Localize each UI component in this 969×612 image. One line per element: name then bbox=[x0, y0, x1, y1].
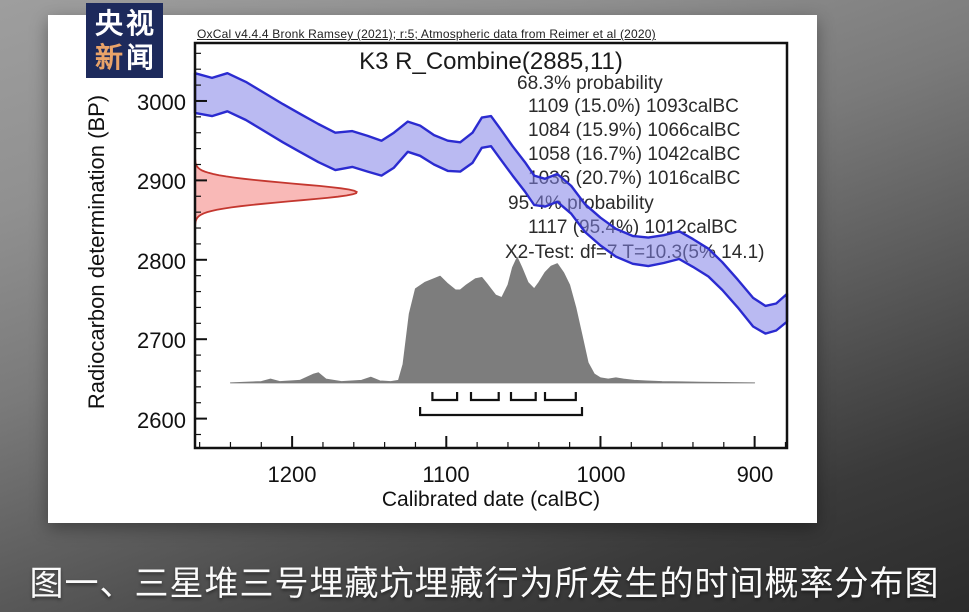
range-68-line-4: 1036 (20.7%) 1016calBC bbox=[528, 168, 741, 189]
y-tick-label-2900: 2900 bbox=[137, 169, 186, 194]
x-tick-label-1000: 1000 bbox=[576, 462, 626, 487]
probability-68-header: 68.3% probability bbox=[517, 73, 663, 94]
range-68-line-1: 1109 (15.0%) 1093calBC bbox=[528, 96, 739, 117]
range-95-line: 1117 (95.4%) 1012calBC bbox=[528, 217, 738, 238]
x2-test-line: X2-Test: df=7 T=10.3(5% 14.1) bbox=[505, 242, 765, 263]
oxcal-version-header: OxCal v4.4.4 Bronk Ramsey (2021); r:5; A… bbox=[197, 27, 656, 41]
figure-caption: 图一、三星堆三号埋藏坑埋藏行为所发生的时间概率分布图 bbox=[29, 565, 940, 603]
chart-panel: OxCal v4.4.4 Bronk Ramsey (2021); r:5; A… bbox=[48, 15, 817, 523]
range-68-line-2: 1084 (15.9%) 1066calBC bbox=[528, 120, 741, 141]
x-tick-label-1200: 1200 bbox=[267, 462, 317, 487]
y-tick-label-2700: 2700 bbox=[137, 328, 186, 353]
logo-text-char3: 新 bbox=[94, 41, 126, 73]
y-tick-label-3000: 3000 bbox=[137, 90, 186, 115]
y-tick-label-2600: 2600 bbox=[137, 408, 186, 433]
cctv-news-logo: 央视 新闻 bbox=[86, 3, 163, 78]
probability-95-header: 95.4% probability bbox=[508, 193, 654, 214]
chart-title: K3 R_Combine(2885,11) bbox=[359, 48, 623, 75]
logo-text-char4: 闻 bbox=[126, 41, 158, 73]
y-tick-label-2800: 2800 bbox=[137, 249, 186, 274]
y-axis-title: Radiocarbon determination (BP) bbox=[84, 94, 109, 410]
x-tick-label-1100: 1100 bbox=[422, 462, 470, 487]
logo-text-line2: 新闻 bbox=[92, 41, 157, 75]
range-68-line-3: 1058 (16.7%) 1042calBC bbox=[528, 144, 741, 165]
x-axis-title: Calibrated date (calBC) bbox=[381, 488, 601, 511]
logo-text-line1: 央视 bbox=[94, 7, 157, 39]
x-tick-label-900: 900 bbox=[736, 462, 774, 487]
